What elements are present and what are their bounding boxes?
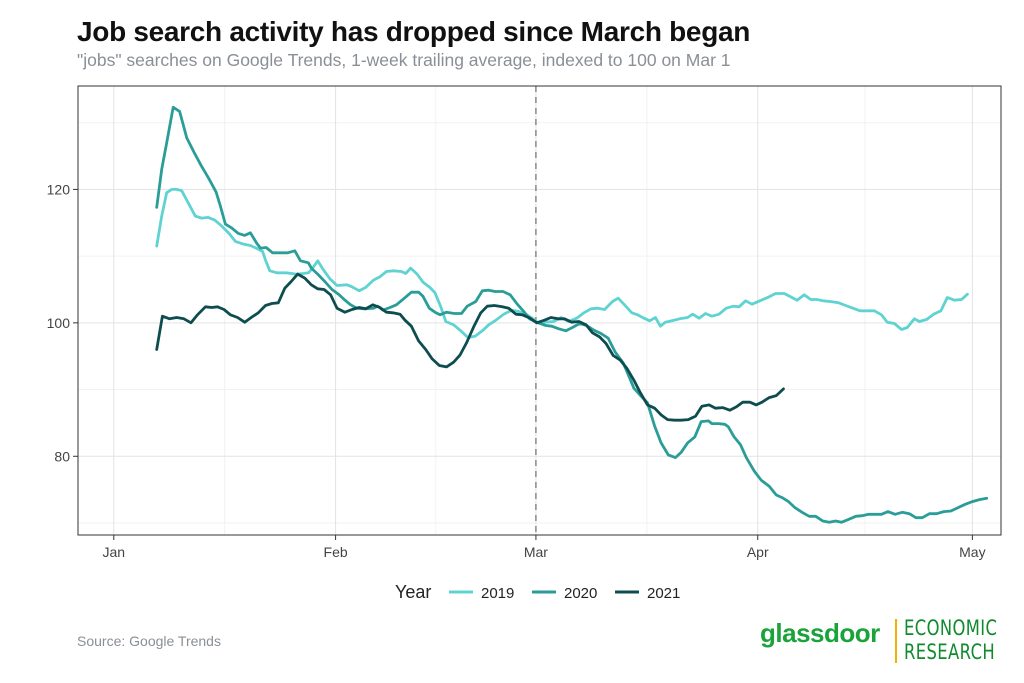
legend-label-2021: 2021	[647, 585, 680, 602]
chart-subtitle: "jobs" searches on Google Trends, 1-week…	[77, 50, 731, 70]
x-tick-label: May	[959, 544, 985, 560]
plot-panel	[77, 85, 1002, 536]
series-line-2019	[155, 188, 969, 339]
chart-title: Job search activity has dropped since Ma…	[77, 16, 751, 47]
legend-item-2020: 2020	[532, 585, 597, 602]
brand-line-research: RESEARCH	[904, 640, 996, 664]
y-tick-label: 120	[47, 181, 71, 197]
x-tick-label: Mar	[524, 544, 548, 560]
x-tick-label: Feb	[324, 544, 348, 560]
legend-label-2019: 2019	[481, 585, 514, 602]
y-tick-label: 80	[54, 448, 70, 464]
x-tick-label: Jan	[102, 544, 125, 560]
legend-label-2020: 2020	[564, 585, 597, 602]
brand-name: glassdoor	[760, 618, 880, 648]
brand-line-economic: ECONOMIC	[904, 616, 998, 640]
plot-frame	[77, 85, 1002, 536]
legend-title: Year	[395, 582, 431, 602]
axes: Jan Feb Mar Apr May 80 100 120	[47, 181, 986, 560]
series-lines	[155, 105, 989, 524]
series-line-2021	[155, 272, 785, 422]
brand-divider	[895, 619, 897, 663]
series-line-2020	[155, 105, 989, 524]
source-note: Source: Google Trends	[77, 633, 221, 649]
legend-item-2021: 2021	[615, 585, 680, 602]
legend: Year 2019 2020 2021	[395, 582, 680, 602]
legend-item-2019: 2019	[449, 585, 514, 602]
y-tick-label: 100	[47, 315, 71, 331]
x-tick-label: Apr	[747, 544, 769, 560]
